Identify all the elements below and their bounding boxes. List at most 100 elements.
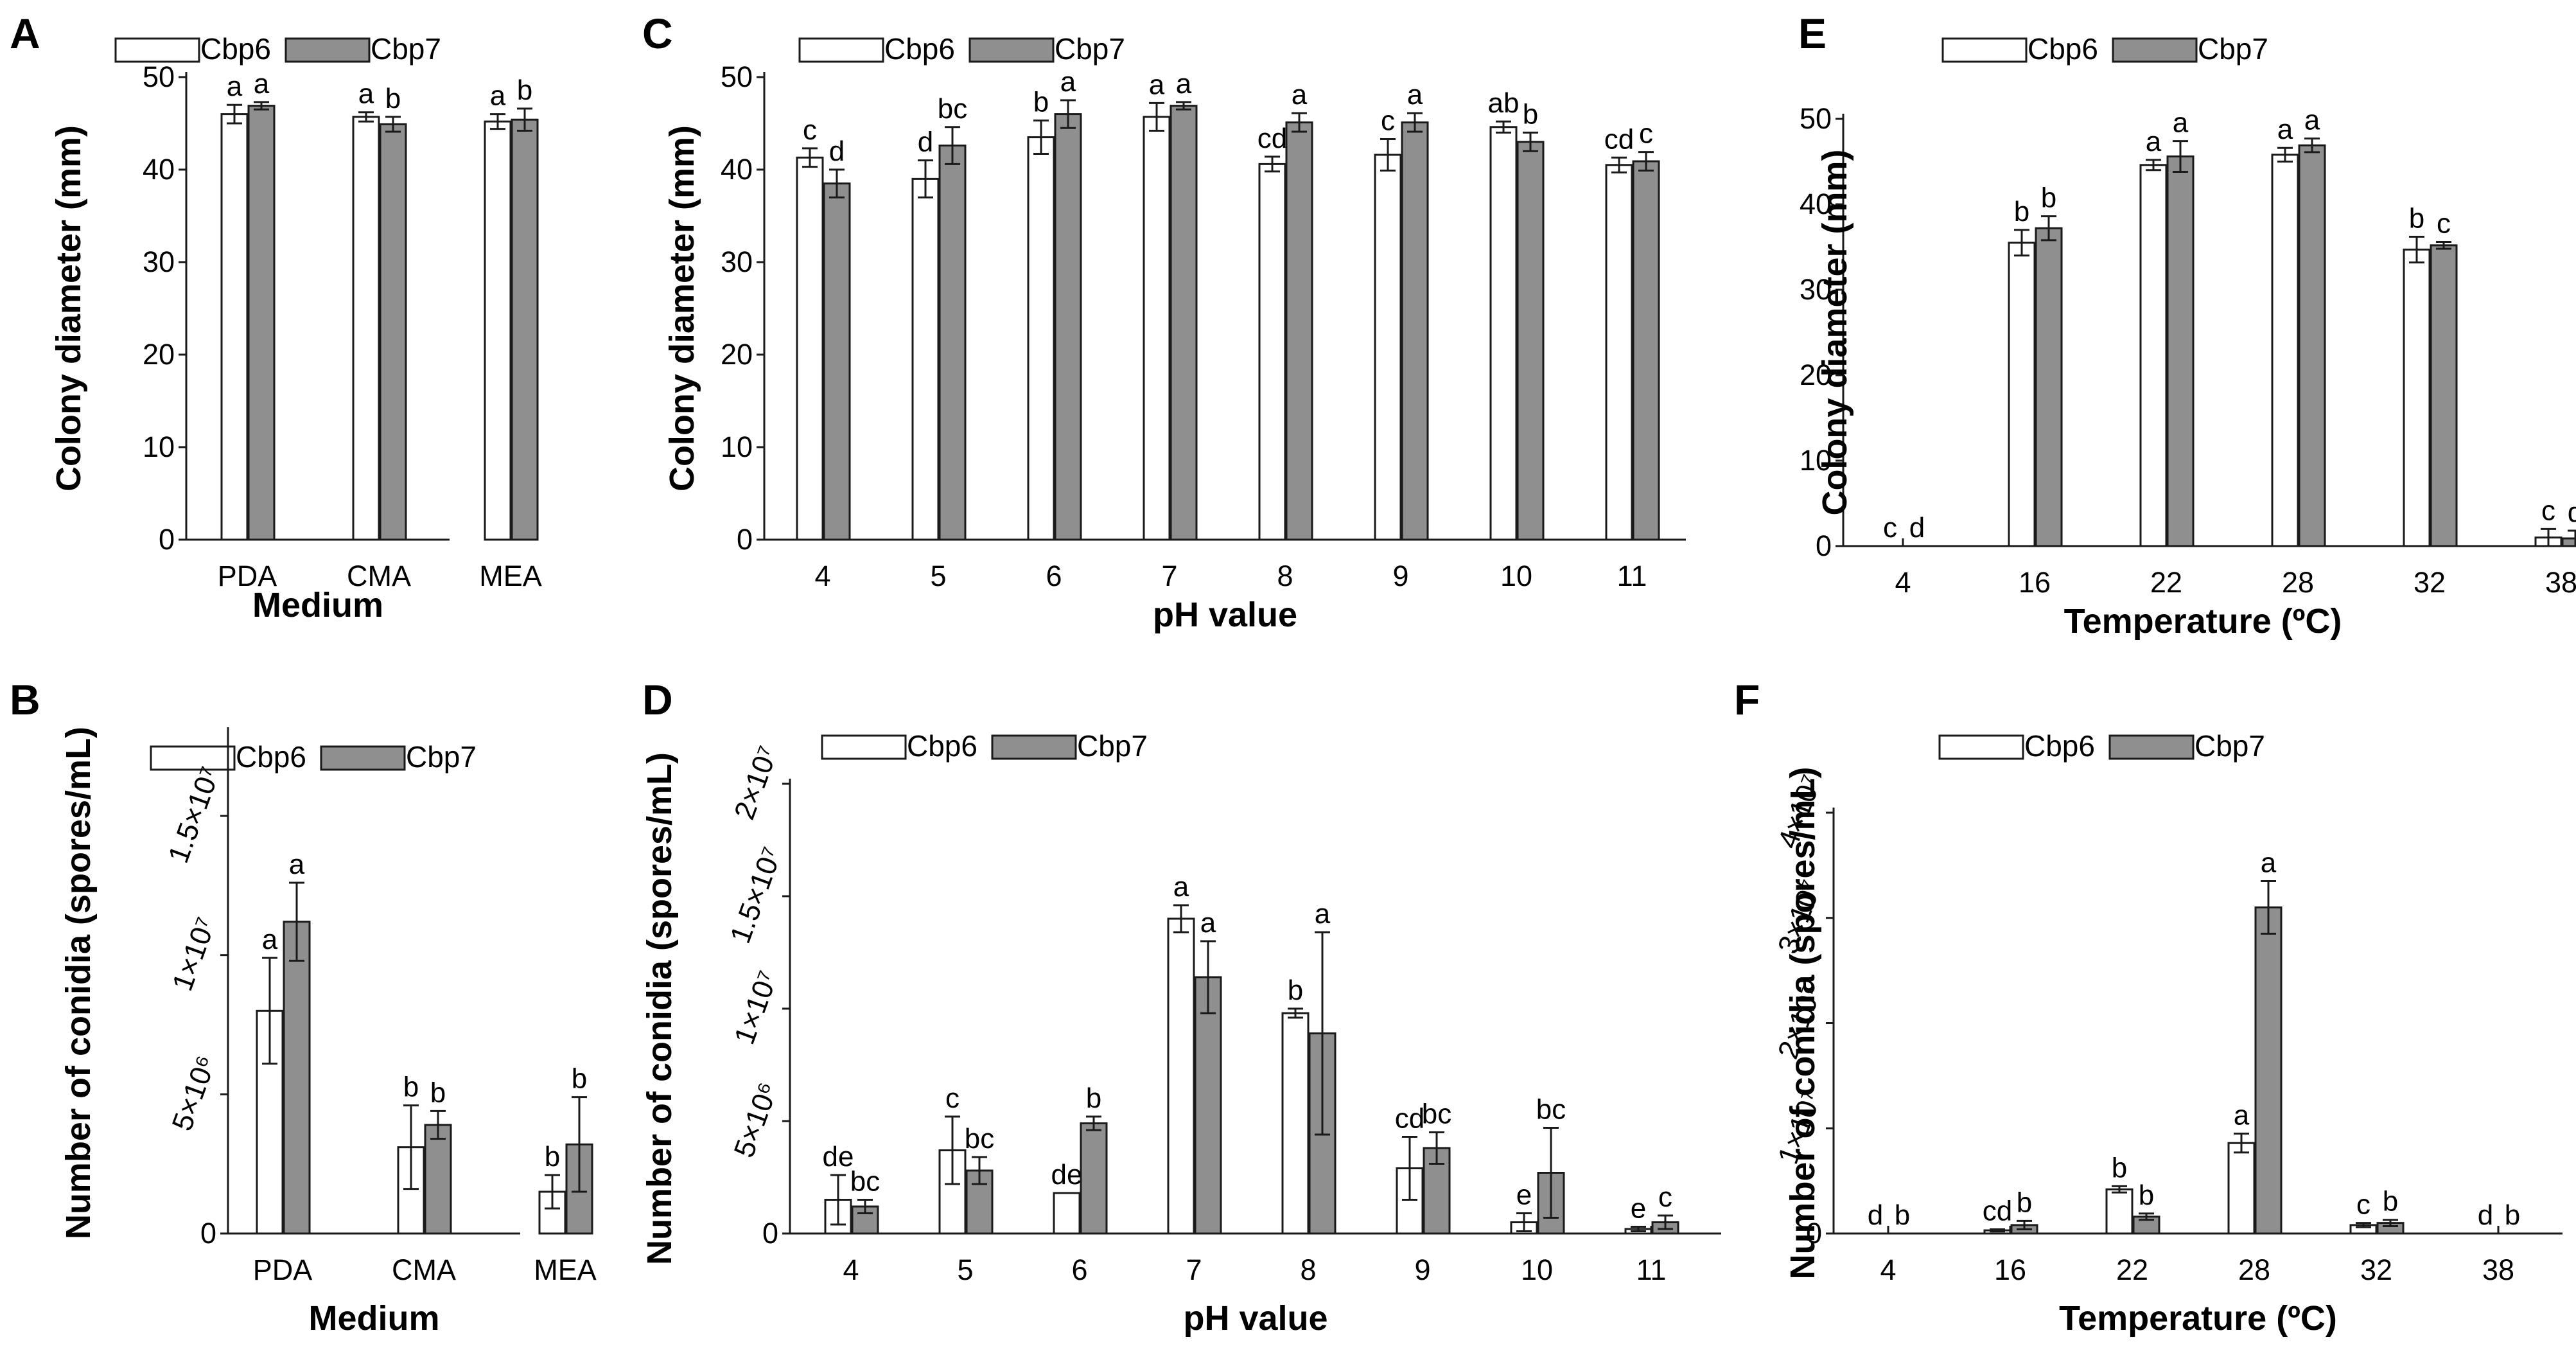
- y-tick-label: 30: [721, 245, 753, 278]
- x-tick-label: 7: [1161, 560, 1177, 592]
- x-axis-title: Temperature (ºC): [2059, 1299, 2337, 1338]
- x-tick-label: MEA: [534, 1253, 597, 1286]
- significance-letter: b: [572, 1063, 587, 1095]
- significance-letter: c: [2437, 208, 2451, 240]
- significance-letter: b: [545, 1141, 560, 1172]
- x-tick-label: 32: [2360, 1253, 2392, 1286]
- x-tick-label: 16: [1994, 1253, 2026, 1286]
- significance-letter: d: [2478, 1199, 2493, 1231]
- y-axis-title: Number of conidia (spores/mL): [59, 727, 98, 1239]
- significance-letter: a: [1176, 68, 1192, 100]
- y-tick-label: 0: [762, 1217, 778, 1250]
- x-tick-label: 7: [1186, 1253, 1202, 1286]
- significance-letter: b: [1288, 975, 1303, 1006]
- significance-letter: b: [2112, 1152, 2127, 1183]
- significance-letter: a: [227, 71, 243, 102]
- significance-letter: a: [262, 924, 278, 955]
- x-tick-label: 4: [1880, 1253, 1896, 1286]
- significance-letter: a: [2234, 1099, 2250, 1131]
- panel-e: E Cbp6 Cbp7 0 10 20 30 40 50 Colony diameter (mm)…: [1798, 10, 2576, 641]
- x-tick-label: 10: [1521, 1253, 1553, 1286]
- legend-label-cbp7: Cbp7: [406, 740, 477, 774]
- bar-cbp6: [911, 177, 940, 541]
- y-tick-label: 0: [1816, 529, 1832, 562]
- legend-label-cbp6: Cbp6: [2024, 729, 2095, 763]
- legend-swatch-cbp7: [2108, 734, 2195, 760]
- legend-label-cbp6: Cbp6: [884, 32, 955, 66]
- x-tick-label: 22: [2150, 566, 2182, 599]
- x-tick-label: 28: [2282, 566, 2314, 599]
- panel-letter-d: D: [642, 676, 673, 723]
- legend-swatch-cbp6: [1941, 37, 2028, 63]
- significance-letter: de: [823, 1141, 854, 1172]
- significance-letter: b: [403, 1072, 419, 1103]
- significance-letter: bc: [1422, 1099, 1451, 1130]
- y-tick-label: 40: [1800, 188, 1832, 220]
- significance-letter: cd: [1395, 1103, 1424, 1135]
- significance-letter: a: [490, 80, 506, 112]
- panel-letter-c: C: [642, 10, 673, 57]
- bar-cbp7: [1401, 121, 1429, 541]
- y-axis-title: Number of conidia (spores/mL): [1783, 766, 1822, 1279]
- x-tick-label: 11: [1636, 1253, 1667, 1286]
- legend-swatch-cbp7: [968, 37, 1055, 63]
- x-tick-label: 10: [1500, 560, 1532, 592]
- x-axis-title: Temperature (ºC): [2064, 602, 2342, 641]
- bar-cbp6: [2271, 154, 2299, 547]
- significance-letter: d: [1868, 1199, 1883, 1231]
- bar-cbp7: [2298, 144, 2326, 547]
- significance-letter: a: [1407, 79, 1423, 111]
- significance-letter: cd: [1604, 123, 1634, 155]
- y-tick-label: 0: [737, 523, 753, 556]
- y-tick-label: 10: [143, 430, 175, 463]
- significance-letter: b: [2014, 196, 2029, 227]
- legend-swatch-cbp6: [798, 37, 884, 63]
- legend-label-cbp6: Cbp6: [907, 729, 977, 763]
- bar-cbp6: [1053, 1192, 1081, 1235]
- bar-cbp7: [2561, 537, 2576, 547]
- bar-cbp7: [283, 921, 311, 1235]
- bar-cbp7: [2035, 227, 2063, 547]
- y-tick-label: 40: [143, 153, 175, 186]
- significance-letter: b: [430, 1077, 446, 1108]
- panel-letter-e: E: [1798, 10, 1827, 57]
- y-tick-label: 30: [143, 245, 175, 278]
- legend-swatch-cbp7: [991, 734, 1077, 760]
- y-axis-title: Number of conidia (spores/mL): [640, 752, 679, 1265]
- legend-swatch-cbp6: [1938, 734, 2024, 760]
- x-tick-label: 28: [2238, 1253, 2270, 1286]
- x-tick-label: 38: [2545, 566, 2576, 599]
- significance-letter: b: [2409, 203, 2424, 234]
- bar-cbp6: [1489, 126, 1518, 541]
- bar-cbp6: [1605, 164, 1633, 541]
- significance-letter: a: [1149, 69, 1165, 100]
- significance-letter: c: [1658, 1181, 1672, 1213]
- y-tick-label: 1.5×10⁷: [723, 842, 788, 947]
- significance-letter: bc: [1536, 1094, 1566, 1126]
- bar-cbp6: [1374, 154, 1402, 541]
- x-tick-label: 32: [2414, 566, 2446, 599]
- bar-cbp6: [1143, 116, 1171, 541]
- significance-letter: b: [1086, 1083, 1101, 1114]
- x-tick-label: 4: [843, 1253, 859, 1286]
- panel-letter-b: B: [10, 676, 40, 723]
- significance-letter: c: [1381, 105, 1395, 136]
- y-tick-label: 20: [721, 338, 753, 371]
- x-tick-label: CMA: [392, 1253, 456, 1286]
- significance-letter: c: [1639, 118, 1653, 150]
- x-tick-label: 11: [1617, 560, 1647, 592]
- panel-letter-a: A: [10, 10, 40, 57]
- y-tick-label: 20: [143, 338, 175, 371]
- significance-letter: b: [2383, 1186, 2398, 1217]
- significance-letter: e: [1631, 1193, 1646, 1225]
- y-tick-label: 10: [1800, 444, 1832, 477]
- x-tick-label: 9: [1414, 1253, 1430, 1286]
- x-tick-label: MEA: [479, 560, 542, 592]
- x-tick-label: 16: [2019, 566, 2051, 599]
- y-tick-label: 50: [143, 60, 175, 93]
- significance-letter: b: [2041, 182, 2056, 214]
- significance-letter: c: [803, 114, 817, 146]
- x-tick-label: 6: [1046, 560, 1062, 592]
